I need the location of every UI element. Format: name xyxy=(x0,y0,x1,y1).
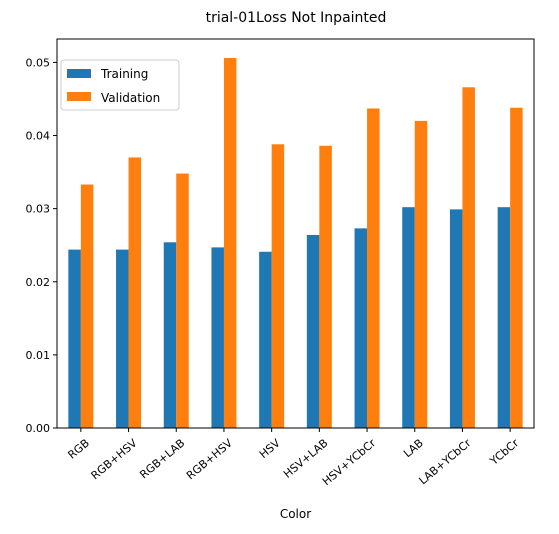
bar-validation-9 xyxy=(510,107,523,428)
bar-validation-5 xyxy=(319,145,332,428)
bar-training-9 xyxy=(497,207,511,428)
y-tick-label-2: 0.02 xyxy=(26,276,51,289)
y-tick-label-3: 0.03 xyxy=(26,203,51,216)
y-tick-label-4: 0.04 xyxy=(26,130,51,143)
bar-training-6 xyxy=(354,228,368,428)
bar-training-0 xyxy=(68,249,81,428)
bar-validation-7 xyxy=(414,120,428,428)
bars-layer xyxy=(68,58,523,429)
x-tick-label-0: RGB xyxy=(65,436,92,461)
legend-swatch-training xyxy=(67,69,91,78)
legend: Training Validation xyxy=(60,59,180,111)
x-tick-label-1: RGB+HSV xyxy=(89,436,140,482)
x-axis-label: Color xyxy=(280,507,311,521)
bar-training-3 xyxy=(211,247,224,428)
legend-swatch-validation xyxy=(67,92,91,101)
bar-training-2 xyxy=(163,242,177,428)
bar-validation-3 xyxy=(223,58,237,428)
bar-training-5 xyxy=(306,234,320,428)
x-tick-label-3: RGB+HSV xyxy=(184,436,235,482)
x-tick-label-6: HSV+YCbCr xyxy=(320,436,378,488)
bar-validation-0 xyxy=(80,184,94,428)
bar-validation-1 xyxy=(128,157,142,428)
x-tick-label-5: HSV+LAB xyxy=(281,436,330,480)
legend-label-validation: Validation xyxy=(101,91,160,105)
y-axis: 0.00 0.01 0.02 0.03 0.04 0.05 xyxy=(26,56,57,435)
bar-training-8 xyxy=(449,209,463,428)
chart-title: trial-01Loss Not Inpainted xyxy=(206,10,387,26)
bar-validation-2 xyxy=(176,173,189,428)
bar-training-4 xyxy=(259,251,272,428)
x-tick-label-9: YCbCr xyxy=(487,436,522,468)
x-tick-label-4: HSV xyxy=(257,436,283,461)
legend-label-training: Training xyxy=(100,67,148,81)
bar-training-7 xyxy=(402,207,415,428)
x-tick-label-7: LAB xyxy=(401,436,426,460)
bar-training-1 xyxy=(116,249,129,428)
bar-validation-6 xyxy=(367,108,380,429)
y-tick-label-5: 0.05 xyxy=(26,56,51,69)
bar-validation-4 xyxy=(271,144,285,429)
y-tick-label-0: 0.00 xyxy=(26,422,51,435)
x-tick-label-2: RGB+LAB xyxy=(137,436,187,481)
y-tick-label-1: 0.01 xyxy=(26,349,51,362)
plot-frame xyxy=(56,38,535,429)
bar-validation-8 xyxy=(462,87,475,428)
x-tick-label-8: LAB+YCbCr xyxy=(416,436,473,487)
